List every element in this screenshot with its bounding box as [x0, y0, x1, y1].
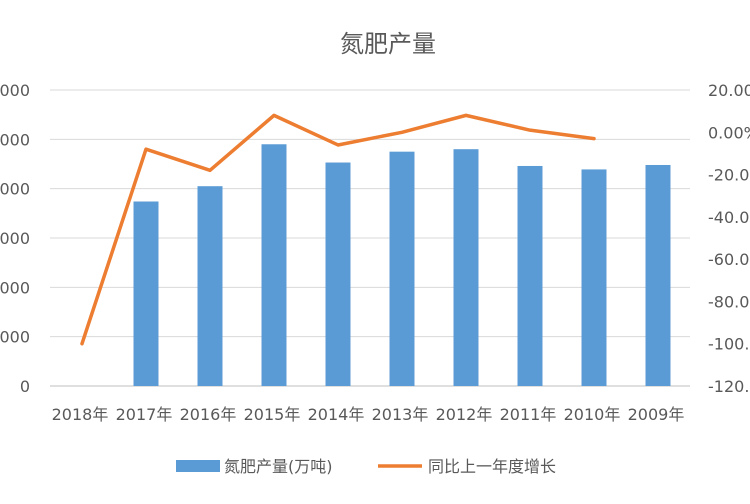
x-tick-label: 2012年 [436, 405, 493, 424]
bar [261, 144, 287, 386]
x-tick-label: 2009年 [628, 405, 685, 424]
right-tick-label: -100.00% [708, 335, 750, 354]
left-tick-label: 1000 [0, 328, 30, 347]
left-axis: 0 1000 2000 3000 4000 5000 6000 [0, 81, 30, 396]
x-tick-label: 2017年 [116, 405, 173, 424]
bar [133, 201, 159, 386]
x-tick-label: 2014年 [308, 405, 365, 424]
line-point [208, 168, 212, 172]
line-point [464, 113, 468, 117]
legend-swatch-bar [176, 460, 220, 472]
left-tick-label: 6000 [0, 81, 30, 100]
right-tick-label: 20.00% [708, 81, 750, 100]
left-tick-label: 4000 [0, 180, 30, 199]
left-tick-label: 0 [20, 377, 30, 396]
bar [645, 164, 671, 386]
x-tick-label: 2015年 [244, 405, 301, 424]
line-point [144, 147, 148, 151]
right-axis: -120.00% -100.00% -80.00% -60.00% -40.00% -20… [708, 81, 750, 396]
legend-label-bar: 氮肥产量(万吨) [224, 457, 333, 476]
line-point [528, 128, 532, 132]
x-tick-label: 2010年 [564, 405, 621, 424]
bar [197, 186, 223, 386]
x-tick-label: 2013年 [372, 405, 429, 424]
left-tick-label: 2000 [0, 278, 30, 297]
x-tick-label: 2011年 [500, 405, 557, 424]
right-tick-label: -80.00% [708, 292, 750, 311]
right-tick-label: -40.00% [708, 208, 750, 227]
line-point [272, 113, 276, 117]
x-tick-label: 2016年 [180, 405, 237, 424]
line-series [80, 113, 596, 346]
bar [389, 151, 415, 386]
right-tick-label: -120.00% [708, 377, 750, 396]
left-tick-label: 5000 [0, 130, 30, 149]
x-tick-label: 2018年 [52, 405, 109, 424]
line-point [80, 342, 84, 346]
bar [517, 165, 543, 386]
right-tick-label: -60.00% [708, 250, 750, 269]
chart-title: 氮肥产量 [340, 30, 436, 58]
line-point [400, 130, 404, 134]
bar-series [133, 144, 671, 386]
right-tick-label: -20.00% [708, 166, 750, 185]
bar [325, 162, 351, 386]
bar [453, 149, 479, 386]
legend: 氮肥产量(万吨) 同比上一年度增长 [176, 457, 556, 476]
left-tick-label: 3000 [0, 229, 30, 248]
line-point [592, 137, 596, 141]
legend-label-line: 同比上一年度增长 [428, 457, 556, 476]
line-point [336, 143, 340, 147]
bar [581, 169, 607, 386]
right-tick-label: 0.00% [708, 123, 750, 142]
x-axis: 2018年 2017年 2016年 2015年 2014年 2013年 2012年 2011年… [52, 405, 685, 424]
